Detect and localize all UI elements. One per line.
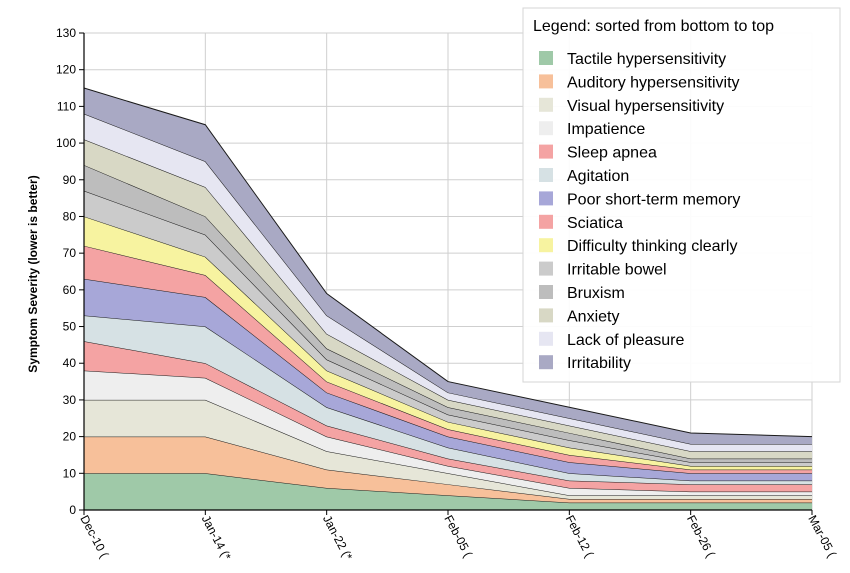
x-tick-label: Feb-26 ( (684, 513, 718, 560)
legend: Legend: sorted from bottom to top Tactil… (522, 7, 841, 383)
legend-swatch (539, 285, 553, 299)
series-line (83, 87, 813, 438)
area-tactile-hypersensitivity (84, 473, 812, 510)
legend-swatch (539, 144, 553, 159)
area-irritability (84, 88, 812, 444)
legend-label: Irritability (567, 355, 631, 372)
legend-label: Poor short-term memory (567, 191, 740, 208)
series-line (83, 113, 812, 445)
legend-label: Visual hypersensitivity (567, 98, 724, 115)
series-line (83, 164, 812, 460)
legend-label: Agitation (567, 168, 629, 185)
legend-swatch (539, 121, 553, 136)
legend-swatch (539, 168, 553, 182)
area-difficulty-thinking-clearly (84, 216, 812, 470)
x-tick-label: Feb-12 ( (563, 513, 597, 560)
y-tick-label: 40 (63, 356, 77, 370)
y-tick-label: 110 (57, 99, 76, 113)
legend-swatch (539, 261, 553, 276)
legend-label: Impatience (567, 121, 645, 138)
area-anxiety (84, 139, 812, 459)
area-lack-of-pleasure (84, 113, 812, 452)
legend-swatch (539, 51, 553, 65)
legend-label: Sciatica (567, 215, 623, 232)
x-tick-label: Mar-05 ( (805, 513, 839, 560)
y-axis-label: Symptom Severity (lower is better) (26, 175, 40, 372)
legend-swatch (539, 214, 553, 229)
x-tick-labels: Dec-10 ( Jan-14 (* Jan-22 (* Feb-05 ( Feb-12… (77, 510, 839, 563)
y-tick-label: 60 (63, 283, 77, 297)
area-poor-short-term-memory (84, 278, 812, 481)
y-tick-label: 130 (56, 26, 76, 40)
y-tick-label: 120 (56, 63, 76, 77)
legend-label: Tactile hypersensitivity (567, 51, 726, 68)
area-irritable-bowel (84, 190, 812, 466)
legend-label: Bruxism (567, 285, 625, 302)
y-tick-label: 90 (63, 173, 77, 187)
legend-label: Anxiety (567, 308, 619, 325)
x-tick-label: Jan-22 (* (320, 513, 355, 563)
x-tick-label: Jan-14 (* (199, 513, 234, 563)
y-tick-label: 20 (63, 430, 77, 444)
area-impatience (84, 370, 812, 496)
x-tick-label: Feb-05 ( (441, 513, 475, 560)
legend-swatch (539, 238, 553, 253)
legend-swatch (539, 355, 553, 370)
y-tick-label: 50 (63, 320, 77, 334)
legend-title: Legend: sorted from bottom to top (533, 18, 774, 35)
area-visual-hypersensitivity (84, 399, 812, 499)
legend-label: Irritable bowel (567, 262, 667, 279)
y-tick-label: 30 (63, 393, 77, 407)
y-tick-label: 10 (63, 466, 77, 480)
legend-background (522, 7, 841, 383)
legend-label: Difficulty thinking clearly (567, 238, 737, 255)
legend-swatch (539, 331, 553, 346)
area-agitation (84, 315, 812, 485)
y-tick-label: 70 (63, 246, 77, 260)
y-tick-label: 100 (56, 136, 76, 150)
legend-swatch (539, 74, 553, 89)
legend-label: Lack of pleasure (567, 332, 685, 349)
legend-swatch (539, 97, 553, 112)
area-auditory-hypersensitivity (84, 436, 812, 503)
series-areas (83, 87, 813, 510)
legend-swatch (539, 308, 553, 323)
legend-items: Tactile hypersensitivity Auditory hyperse… (539, 51, 740, 372)
area-sleep-apnea (84, 341, 812, 492)
y-tick-label: 0 (69, 503, 76, 517)
y-tick-labels: 0 10 20 30 40 50 60 70 80 90 100 110 120 130 (56, 26, 84, 517)
legend-label: Sleep apnea (567, 145, 657, 162)
legend-label: Auditory hypersensitivity (567, 74, 740, 91)
x-tick-label: Dec-10 ( (77, 513, 111, 560)
area-sciatica (84, 245, 812, 474)
legend-swatch (539, 191, 553, 206)
y-tick-label: 80 (63, 209, 77, 223)
